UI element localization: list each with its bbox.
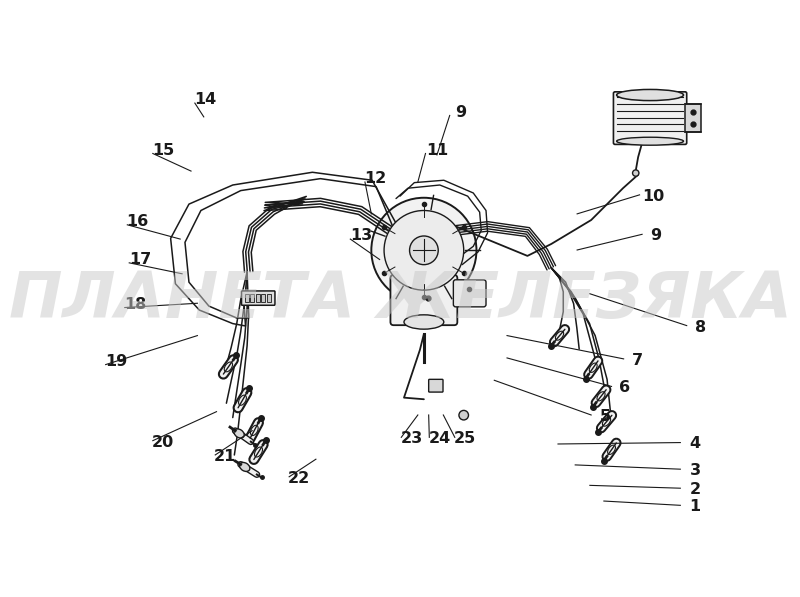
Text: 20: 20	[152, 435, 174, 450]
Text: 6: 6	[619, 380, 630, 395]
Ellipse shape	[239, 463, 250, 472]
FancyBboxPatch shape	[242, 291, 275, 305]
Text: 8: 8	[695, 319, 706, 334]
Ellipse shape	[617, 90, 683, 100]
Text: 9: 9	[650, 228, 662, 243]
Circle shape	[633, 170, 639, 176]
FancyBboxPatch shape	[256, 294, 260, 302]
FancyBboxPatch shape	[250, 294, 254, 302]
Text: 18: 18	[125, 297, 146, 312]
Text: 21: 21	[214, 449, 236, 464]
Text: 5: 5	[599, 409, 610, 424]
Text: 19: 19	[106, 354, 128, 369]
Text: 16: 16	[126, 214, 149, 229]
Text: 1: 1	[690, 499, 701, 514]
Text: 11: 11	[426, 143, 448, 158]
FancyBboxPatch shape	[267, 294, 271, 302]
Circle shape	[371, 198, 477, 303]
Ellipse shape	[234, 429, 244, 438]
FancyBboxPatch shape	[685, 104, 701, 133]
Text: 24: 24	[428, 431, 450, 447]
FancyBboxPatch shape	[614, 92, 686, 144]
Text: 17: 17	[129, 252, 151, 267]
Text: 14: 14	[194, 93, 217, 107]
Circle shape	[410, 236, 438, 264]
Text: ПЛАНЕТА ЖЕЛЕЗЯКА: ПЛАНЕТА ЖЕЛЕЗЯКА	[9, 269, 791, 331]
Circle shape	[384, 211, 464, 290]
Text: 2: 2	[690, 482, 701, 497]
Text: 23: 23	[400, 431, 422, 447]
Text: 12: 12	[365, 171, 387, 186]
FancyBboxPatch shape	[245, 294, 249, 302]
Ellipse shape	[404, 315, 444, 329]
Text: 15: 15	[152, 143, 174, 158]
FancyBboxPatch shape	[390, 275, 458, 325]
Text: 10: 10	[642, 189, 665, 204]
Circle shape	[459, 410, 469, 420]
Text: 9: 9	[455, 104, 466, 119]
Text: 3: 3	[690, 463, 701, 478]
Ellipse shape	[617, 137, 683, 145]
FancyBboxPatch shape	[262, 294, 266, 302]
Text: 25: 25	[454, 431, 476, 447]
Text: 22: 22	[288, 470, 310, 486]
Text: 13: 13	[350, 228, 373, 243]
Text: 7: 7	[631, 353, 642, 368]
Text: 4: 4	[690, 436, 701, 451]
FancyBboxPatch shape	[454, 280, 486, 307]
FancyBboxPatch shape	[429, 379, 443, 392]
